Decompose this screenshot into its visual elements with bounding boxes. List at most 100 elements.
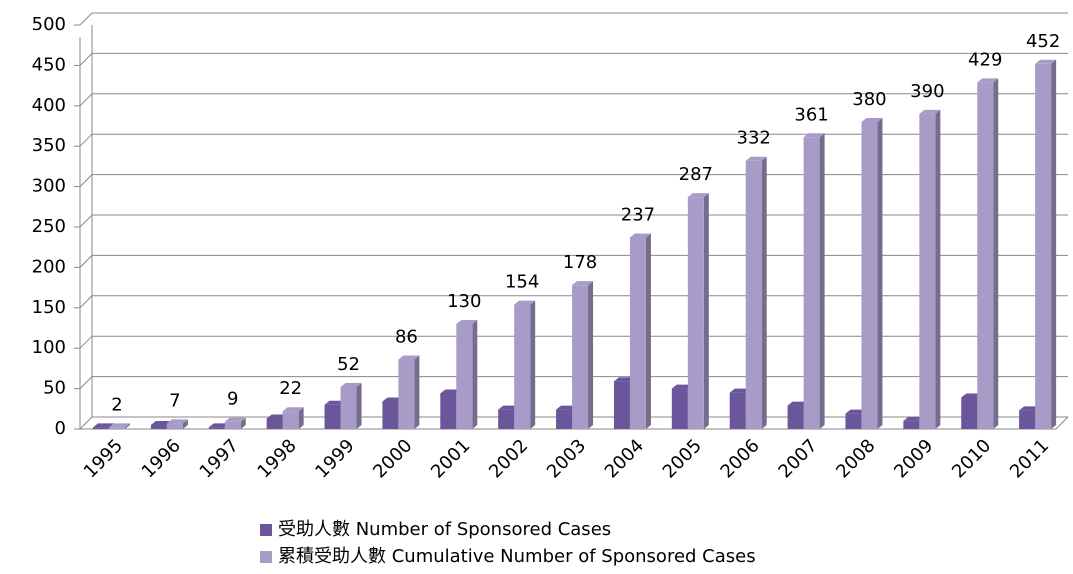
bar-top (498, 405, 520, 410)
data-label: 86 (395, 327, 418, 348)
bar (729, 392, 746, 429)
grid-line (79, 295, 1068, 309)
bar-top (150, 420, 172, 425)
data-label: 332 (737, 128, 771, 149)
grid-line (79, 12, 1068, 26)
bar-top (845, 409, 867, 414)
y-tick-label: 250 (32, 216, 66, 237)
y-tick-label: 300 (32, 176, 66, 197)
bar-top (266, 414, 288, 419)
bar-top (109, 423, 130, 428)
bar (745, 160, 762, 429)
data-label: 287 (679, 164, 713, 185)
data-label: 9 (227, 389, 238, 410)
grid-line (79, 254, 1068, 268)
bar-side (414, 355, 420, 429)
y-tick-label: 350 (32, 135, 66, 156)
bar-side (935, 109, 941, 429)
bar (498, 409, 515, 429)
bar (903, 420, 920, 429)
bar (687, 197, 704, 429)
bar-top (572, 281, 594, 286)
bar-side (993, 78, 999, 430)
data-label: 2 (111, 394, 122, 415)
bar (1019, 410, 1036, 429)
data-label: 154 (505, 272, 539, 293)
x-tick-label: 2006 (717, 435, 764, 482)
bar (803, 137, 820, 429)
x-tick-label: 2007 (774, 435, 821, 482)
data-label: 22 (279, 378, 302, 399)
bar-top (803, 133, 825, 138)
bar-side (588, 281, 594, 429)
grid-line (79, 133, 1068, 147)
grid-line (79, 174, 1068, 187)
bar-top (687, 193, 709, 198)
bar-side (182, 419, 188, 429)
x-tick-label: 2002 (485, 435, 532, 482)
bar-side (1051, 59, 1057, 430)
bar (572, 285, 589, 429)
data-label: 429 (968, 49, 1002, 70)
y-tick-label: 100 (32, 337, 66, 358)
bar-top (514, 300, 536, 305)
bar-top (340, 382, 362, 387)
bar-top (919, 109, 941, 114)
bar (266, 418, 283, 429)
data-label: 130 (447, 291, 481, 312)
x-tick-label: 2000 (369, 435, 416, 482)
x-tick-label: 1998 (253, 435, 300, 482)
bar (224, 421, 241, 429)
x-tick-label: 2004 (601, 435, 648, 482)
bar-top (613, 377, 635, 382)
bar (556, 409, 573, 429)
bar-top (671, 384, 693, 389)
grid-line (79, 214, 1068, 228)
bar-top (208, 423, 230, 428)
bar (398, 359, 415, 429)
bar (845, 413, 862, 429)
legend-label: 累積受助人數 Cumulative Number of Sponsored Ca… (278, 546, 756, 567)
y-tick-label: 150 (32, 297, 66, 318)
y-tick-label: 200 (32, 256, 66, 277)
bar-side (703, 193, 709, 429)
grid-line (79, 335, 1068, 349)
data-label: 452 (1026, 31, 1060, 52)
bar (93, 427, 109, 429)
x-tick-label: 1995 (80, 435, 127, 482)
bar (282, 411, 299, 429)
bar (456, 323, 473, 429)
bar (324, 404, 341, 429)
data-label: 52 (337, 354, 360, 375)
bar-side (298, 407, 304, 429)
x-tick-label: 2003 (543, 435, 590, 482)
bar-side (530, 300, 536, 429)
bar-top (903, 416, 925, 421)
bar-side (472, 319, 478, 429)
legend-swatch (260, 524, 272, 536)
x-tick-label: 2011 (1006, 435, 1053, 482)
bar-top (787, 401, 809, 406)
bar-top (224, 417, 246, 422)
bar-side (645, 233, 651, 429)
bar (613, 381, 630, 429)
bar-side (356, 382, 362, 429)
bar (671, 388, 688, 429)
x-tick-label: 1999 (311, 435, 358, 482)
bar-top (861, 117, 883, 122)
data-label: 178 (563, 252, 597, 273)
y-tick-label: 50 (43, 378, 66, 399)
bar (919, 113, 936, 429)
data-label: 390 (910, 81, 944, 102)
bar (150, 424, 167, 429)
bar-top (745, 156, 767, 161)
bar-top (1035, 59, 1057, 64)
bar (340, 386, 357, 429)
bar-side (761, 156, 767, 429)
bar-top (629, 233, 651, 238)
bar-top (961, 393, 983, 398)
bar-top (382, 397, 404, 402)
bar-side (877, 117, 883, 430)
bar (629, 237, 646, 429)
x-tick-label: 2005 (659, 435, 706, 482)
